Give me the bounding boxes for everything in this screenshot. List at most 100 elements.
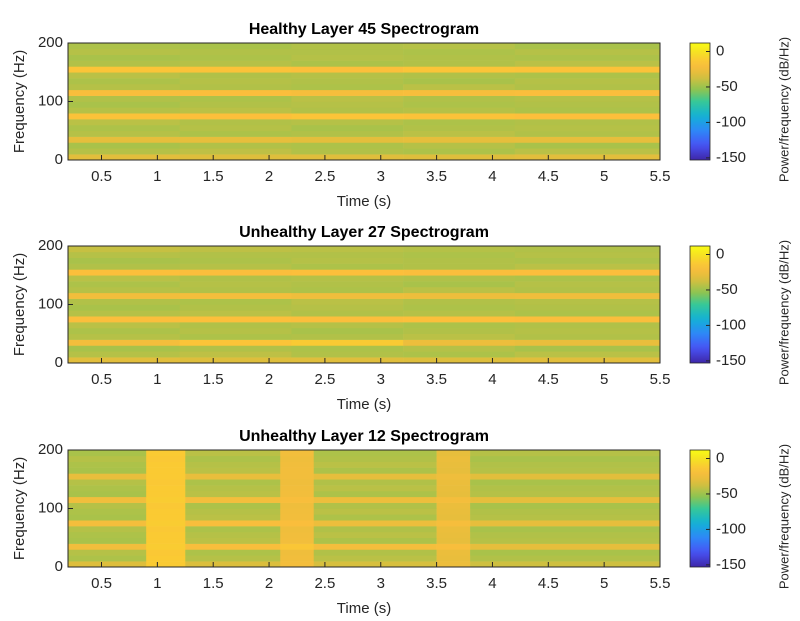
- heatmap-cell: [146, 508, 186, 515]
- heatmap-cell: [179, 142, 292, 149]
- colorbar-label: Power/frequency (dB/Hz): [776, 37, 791, 182]
- heatmap-cell: [68, 54, 180, 61]
- heatmap-cell: [514, 101, 661, 108]
- heatmap-cell: [68, 520, 147, 527]
- x-tick-label: 5.5: [650, 575, 671, 592]
- heatmap-cell: [470, 543, 661, 550]
- heatmap-cell: [179, 292, 292, 299]
- heatmap-cell: [68, 467, 147, 474]
- heatmap-cell: [68, 292, 180, 299]
- heatmap-cell: [291, 351, 404, 358]
- heatmap-cell: [313, 526, 437, 533]
- heatmap-cell: [514, 83, 661, 91]
- y-tick-label: 100: [38, 295, 63, 312]
- heatmap-cell: [185, 543, 281, 550]
- chart-title: Unhealthy Layer 12 Spectrogram: [239, 428, 489, 445]
- colorbar: [689, 245, 711, 364]
- heatmap-cell: [313, 555, 437, 562]
- heatmap-cell: [179, 154, 292, 161]
- heatmap-cell: [146, 455, 186, 462]
- heatmap-cell: [313, 473, 437, 480]
- heatmap-cell: [280, 461, 315, 468]
- heatmap-cell: [403, 83, 516, 91]
- heatmap-cell: [291, 107, 404, 114]
- heatmap-cell: [146, 555, 186, 562]
- heatmap-cell: [179, 339, 292, 346]
- heatmap-cell: [291, 246, 404, 253]
- heatmap-cell: [68, 455, 147, 462]
- heatmap-cell: [179, 136, 292, 143]
- colorbar-tick-label: 0: [716, 245, 724, 262]
- heatmap-cell: [291, 269, 404, 276]
- heatmap-cell: [68, 339, 180, 346]
- heatmap-cell: [313, 490, 437, 498]
- x-tick-label: 5: [600, 168, 608, 185]
- heatmap-cell: [291, 119, 404, 126]
- heatmap-cell: [291, 339, 404, 346]
- heatmap-cell: [514, 43, 661, 50]
- colorbar-tick-label: -150: [716, 149, 746, 166]
- heatmap-cell: [403, 286, 516, 294]
- heatmap-cell: [514, 72, 661, 79]
- heatmap-cell: [146, 467, 186, 474]
- heatmap-cell: [436, 485, 471, 492]
- heatmap-cell: [514, 48, 661, 55]
- heatmap-cell: [185, 520, 281, 527]
- heatmap-cell: [68, 549, 147, 556]
- heatmap-cell: [403, 101, 516, 108]
- heatmap-cell: [403, 60, 516, 67]
- heatmap-cell: [313, 461, 437, 468]
- heatmap-cell: [185, 450, 281, 457]
- heatmap-cell: [68, 450, 147, 457]
- heatmap-cell: [68, 304, 180, 311]
- heatmap-cell: [403, 251, 516, 258]
- x-tick-label: 2: [265, 575, 273, 592]
- heatmap-cell: [313, 467, 437, 474]
- heatmap-cell: [403, 154, 516, 161]
- heatmap-cell: [185, 467, 281, 474]
- heatmap-cell: [146, 473, 186, 480]
- heatmap-cell: [470, 479, 661, 486]
- heatmap-cell: [403, 48, 516, 55]
- heatmap-cell: [291, 251, 404, 258]
- heatmap-cell: [179, 119, 292, 126]
- heatmap-cell: [68, 322, 180, 329]
- heatmap-cell: [403, 327, 516, 335]
- heatmap-cell: [185, 526, 281, 533]
- heatmap-cell: [291, 292, 404, 299]
- heatmap-cell: [68, 485, 147, 492]
- heatmap-cell: [291, 43, 404, 50]
- heatmap-cell: [146, 479, 186, 486]
- heatmap-cell: [179, 246, 292, 253]
- heatmap-cell: [436, 490, 471, 498]
- heatmap-cell: [403, 345, 516, 352]
- heatmap-cell: [179, 107, 292, 114]
- heatmap-cell: [179, 251, 292, 258]
- heatmap-cell: [514, 281, 661, 288]
- heatmap-cell: [291, 281, 404, 288]
- y-tick-label: 100: [38, 499, 63, 516]
- heatmap-cell: [514, 292, 661, 299]
- heatmap-cell: [185, 549, 281, 556]
- heatmap-cell: [436, 496, 471, 503]
- heatmap-cell: [514, 333, 661, 340]
- heatmap-cell: [68, 269, 180, 276]
- heatmap-cell: [470, 549, 661, 556]
- heatmap-cell: [179, 357, 292, 364]
- heatmap-cell: [470, 555, 661, 562]
- colorbar-label: Power/frequency (dB/Hz): [776, 444, 791, 589]
- heatmap-cell: [514, 298, 661, 305]
- heatmap-cell: [514, 148, 661, 155]
- colorbar-tick-label: -50: [716, 281, 738, 298]
- heatmap-cell: [403, 72, 516, 79]
- heatmap-cell: [313, 450, 437, 457]
- heatmap-cell: [514, 339, 661, 346]
- x-tick-label: 3.5: [426, 168, 447, 185]
- heatmap-cell: [470, 461, 661, 468]
- heatmap-cell: [68, 286, 180, 294]
- heatmap-cell: [403, 43, 516, 50]
- y-axis-label: Frequency (Hz): [11, 253, 28, 356]
- heatmap-cell: [179, 333, 292, 340]
- heatmap-cell: [514, 113, 661, 120]
